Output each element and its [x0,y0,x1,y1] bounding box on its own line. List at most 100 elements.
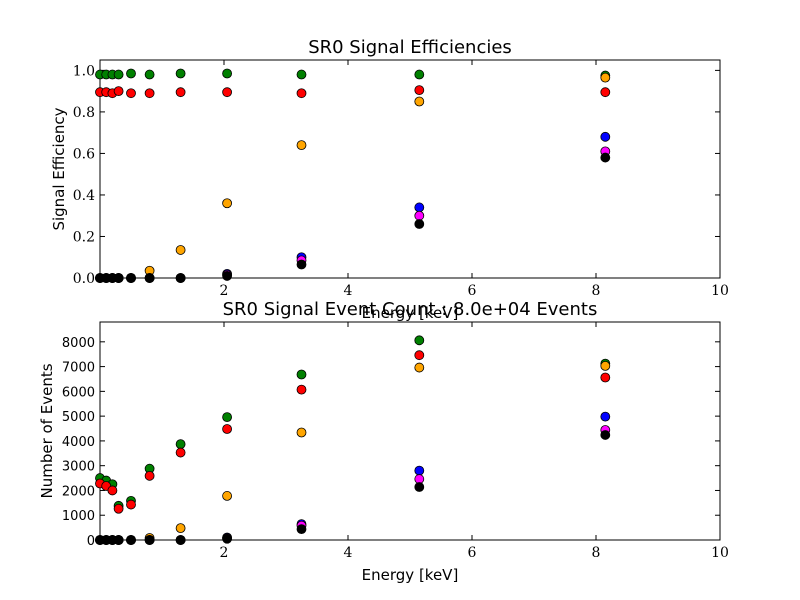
event-count-point [107,485,118,496]
efficiency-point [414,85,425,96]
event-count-ytick-label: 3000 [62,460,95,475]
event-count-point [222,533,233,544]
event-count-ytick-label: 0 [87,534,95,549]
event-count-title: SR0 Signal Event Count : 8.0e+04 Events [223,299,598,320]
efficiency-point [414,96,425,107]
event-count-ytick-label: 4000 [62,435,95,450]
event-count-point [126,535,136,545]
efficiency-ytick-label: 0.4 [73,188,95,204]
event-count-point [414,362,425,373]
event-count-xtick-label: 6 [468,545,477,561]
event-count-point [222,491,233,501]
efficiency-xtick-label: 4 [344,283,353,299]
efficiency-point [175,68,186,79]
efficiency-chart: 2 4 6 8 10 0.0 0.2 0.4 0.6 0.8 1.0 Signal Efficie… [50,37,729,322]
efficiency-point [414,69,425,80]
event-count-xtick-label: 4 [344,545,353,561]
event-count-xlabel: Energy [keV] [362,566,459,584]
efficiency-point [144,69,155,80]
efficiency-point [222,68,233,79]
efficiency-point [175,87,186,98]
event-count-point [600,372,611,383]
event-count-x-ticks: 2 4 6 8 10 [220,322,729,561]
efficiency-point [126,88,136,99]
event-count-point [296,384,307,395]
event-count-point [175,523,186,534]
efficiency-point [296,88,307,99]
efficiency-ylabel: Signal Efficiency [50,107,68,230]
efficiency-point [222,87,233,98]
efficiency-point [175,273,186,283]
efficiency-xlabel: Energy [keV] [362,304,459,322]
event-count-xtick-label: 8 [592,545,601,561]
efficiency-points [95,68,611,283]
efficiency-plot-area [99,59,721,279]
event-count-chart: 2 4 6 8 10 0 1000 2000 3000 4000 5000 6000 7000 8000… [38,299,729,584]
event-count-point [144,535,155,545]
efficiency-point [144,88,155,99]
efficiency-ytick-label: 0.2 [73,229,95,245]
efficiency-x-ticks: 2 4 6 8 10 [220,60,729,299]
efficiency-point [222,198,233,209]
event-count-point [296,427,307,438]
efficiency-point [414,210,425,221]
efficiency-point [144,273,155,283]
event-count-ytick-label: 5000 [62,410,95,425]
event-count-point [414,465,425,476]
event-count-point [126,499,136,510]
event-count-xtick-label: 10 [711,545,729,561]
event-count-point [222,412,233,423]
event-count-point [144,470,155,481]
efficiency-point [175,245,186,255]
efficiency-point [126,68,136,79]
efficiency-point [296,69,307,80]
event-count-point [296,369,307,380]
event-count-point [414,482,425,492]
event-count-point [175,439,186,450]
event-count-point [113,535,124,545]
event-count-point [222,424,233,434]
event-count-plot-area [99,321,721,541]
efficiency-point [126,273,136,283]
efficiency-y-ticks: 0.0 0.2 0.4 0.6 0.8 1.0 [73,63,720,287]
event-count-point [414,350,425,361]
efficiency-point [600,152,611,163]
efficiency-xtick-label: 2 [220,283,229,299]
event-count-point [175,535,186,545]
efficiency-ytick-label: 0.8 [73,105,95,121]
event-count-ytick-label: 8000 [62,336,95,351]
efficiency-point [600,131,611,142]
efficiency-point [113,86,124,97]
efficiency-point [113,69,124,80]
event-count-point [600,430,611,440]
efficiency-ytick-label: 0.6 [73,146,95,162]
efficiency-ytick-label: 0.0 [73,271,95,287]
event-count-ytick-label: 6000 [62,385,95,400]
efficiency-point [414,202,425,213]
event-count-point [175,447,186,458]
event-count-point [414,335,425,346]
efficiency-point [600,72,611,83]
event-count-point [600,411,611,422]
event-count-point [296,524,307,534]
efficiency-xtick-label: 6 [468,283,477,299]
efficiency-point [296,259,307,270]
event-count-point [113,503,124,514]
event-count-ylabel: Number of Events [38,363,56,498]
efficiency-point [296,140,307,151]
event-count-y-ticks: 0 1000 2000 3000 4000 5000 6000 7000 8000 [62,336,720,549]
efficiency-ytick-label: 1.0 [73,63,95,79]
event-count-point [600,360,611,371]
event-count-ytick-label: 7000 [62,361,95,376]
efficiency-point [600,87,611,98]
event-count-ytick-label: 2000 [62,484,95,499]
event-count-points [95,335,611,545]
event-count-xtick-label: 2 [220,545,229,561]
efficiency-point [414,219,425,229]
efficiency-xtick-label: 10 [711,283,729,299]
event-count-ytick-label: 1000 [62,509,95,524]
efficiency-point [222,271,233,281]
efficiency-point [113,273,124,283]
efficiency-title: SR0 Signal Efficiencies [308,37,512,58]
